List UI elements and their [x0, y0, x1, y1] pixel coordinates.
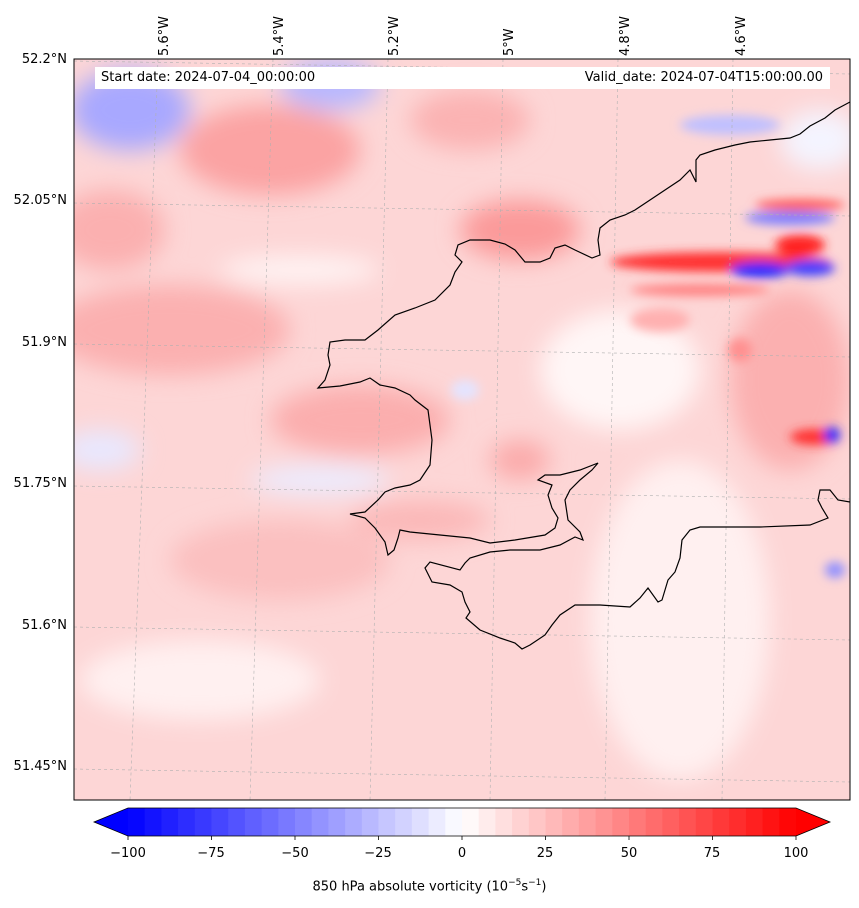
- colorbar-bin: [128, 808, 146, 836]
- lat-label-52-2: 52.2°N: [21, 52, 67, 67]
- colorbar-bin: [328, 808, 346, 836]
- colorbar-tick-label: 0: [457, 846, 467, 861]
- colorbar-tick-label: −25: [364, 846, 392, 861]
- colorbar-bin: [428, 808, 446, 836]
- colorbar-bin: [411, 808, 430, 836]
- colorbar: [92, 807, 832, 840]
- colorbar-tick-label: 50: [620, 846, 638, 861]
- lon-label-5-6: 5.6°W: [157, 15, 172, 56]
- colorbar-bin: [495, 808, 513, 836]
- colorbar-bin: [712, 808, 730, 836]
- colorbar-bin: [545, 808, 563, 836]
- colorbar-bin: [161, 808, 179, 836]
- colorbar-tick-label: −75: [197, 846, 225, 861]
- lat-label-51-9: 51.9°N: [21, 335, 67, 350]
- colorbar-bin: [361, 808, 380, 836]
- colorbar-bin: [629, 808, 647, 836]
- colorbar-bin: [261, 808, 279, 836]
- lat-label-51-75: 51.75°N: [13, 476, 67, 491]
- lon-label-5-0: 5°W: [502, 28, 517, 56]
- colorbar-tick-label: 75: [703, 846, 721, 861]
- lat-label-51-6: 51.6°N: [21, 618, 67, 633]
- vorticity-field: [74, 59, 850, 800]
- colorbar-bin: [528, 808, 547, 836]
- colorbar-bin: [679, 808, 697, 836]
- colorbar-extend-min: [94, 808, 128, 836]
- colorbar-bin: [762, 808, 780, 836]
- colorbar-bin: [729, 808, 747, 836]
- colorbar-bin: [695, 808, 714, 836]
- lon-label-4-6: 4.6°W: [734, 15, 749, 56]
- colorbar-tick-label: −100: [110, 846, 146, 861]
- colorbar-bin: [462, 808, 480, 836]
- colorbar-bin: [244, 808, 263, 836]
- colorbar-bin: [745, 808, 764, 836]
- colorbar-bin: [345, 808, 363, 836]
- colorbar-title: 850 hPa absolute vorticity (10−5s−1): [312, 878, 547, 895]
- colorbar-bin: [595, 808, 613, 836]
- header-box: [95, 67, 830, 89]
- valid-date-label: Valid_date: 2024-07-04T15:00:00.00: [584, 70, 823, 85]
- colorbar-bin: [144, 808, 162, 836]
- colorbar-bin: [562, 808, 580, 836]
- map-frame: [73, 58, 851, 801]
- colorbar-bin: [378, 808, 396, 836]
- colorbar-bin: [194, 808, 213, 836]
- colorbar-tick-label: −50: [281, 846, 309, 861]
- lon-label-5-4: 5.4°W: [272, 15, 287, 56]
- colorbar-bin: [578, 808, 597, 836]
- colorbar-bin: [178, 808, 196, 836]
- lat-label-52-05: 52.05°N: [13, 193, 67, 208]
- colorbar-extend-max: [796, 808, 830, 836]
- colorbar-bin: [612, 808, 630, 836]
- colorbar-bin: [445, 808, 463, 836]
- start-date-label: Start date: 2024-07-04_00:00:00: [101, 70, 316, 85]
- colorbar-bin: [395, 808, 413, 836]
- colorbar-bin: [311, 808, 329, 836]
- colorbar-bin: [512, 808, 530, 836]
- coastline: [316, 101, 850, 650]
- colorbar-bin: [645, 808, 663, 836]
- colorbar-bin: [779, 808, 797, 836]
- colorbar-bin: [478, 808, 496, 836]
- colorbar-tick-label: 25: [536, 846, 554, 861]
- colorbar-bin: [228, 808, 246, 836]
- colorbar-bin: [211, 808, 229, 836]
- colorbar-bin: [295, 808, 313, 836]
- lon-label-5-2: 5.2°W: [387, 15, 402, 56]
- lon-label-4-8: 4.8°W: [618, 15, 633, 56]
- colorbar-bin: [662, 808, 680, 836]
- colorbar-bin: [278, 808, 296, 836]
- colorbar-tick-label: 100: [783, 846, 809, 861]
- lat-label-51-45: 51.45°N: [13, 759, 67, 774]
